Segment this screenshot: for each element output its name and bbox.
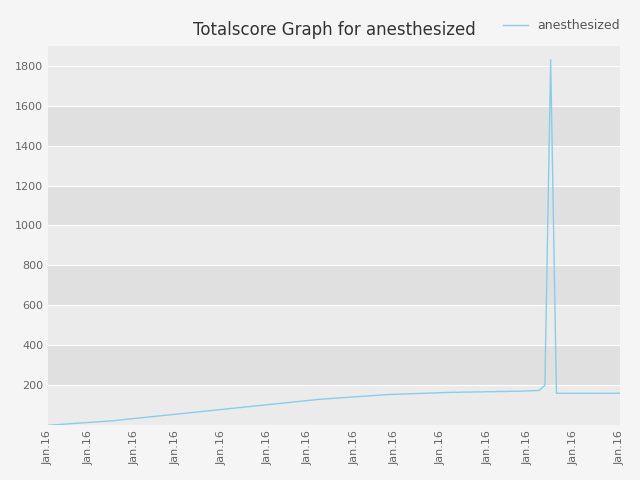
Bar [48,305,620,345]
Bar [48,265,620,305]
anesthesized [154,413,162,419]
anesthesized [339,395,346,401]
anesthesized [616,390,624,396]
anesthesized [593,390,601,396]
Bar [48,226,620,265]
anesthesized [177,411,185,417]
Bar [48,66,620,106]
Bar [48,145,620,186]
anesthesized [576,390,584,396]
anesthesized [385,392,393,397]
Legend: anesthesized: anesthesized [497,14,625,37]
anesthesized [44,422,52,428]
Bar [48,345,620,385]
Title: Totalscore Graph for anesthesized: Totalscore Graph for anesthesized [193,21,476,38]
Bar [48,186,620,226]
Bar [48,385,620,425]
Bar [48,106,620,145]
anesthesized [547,57,554,62]
Line: anesthesized: anesthesized [48,60,620,425]
